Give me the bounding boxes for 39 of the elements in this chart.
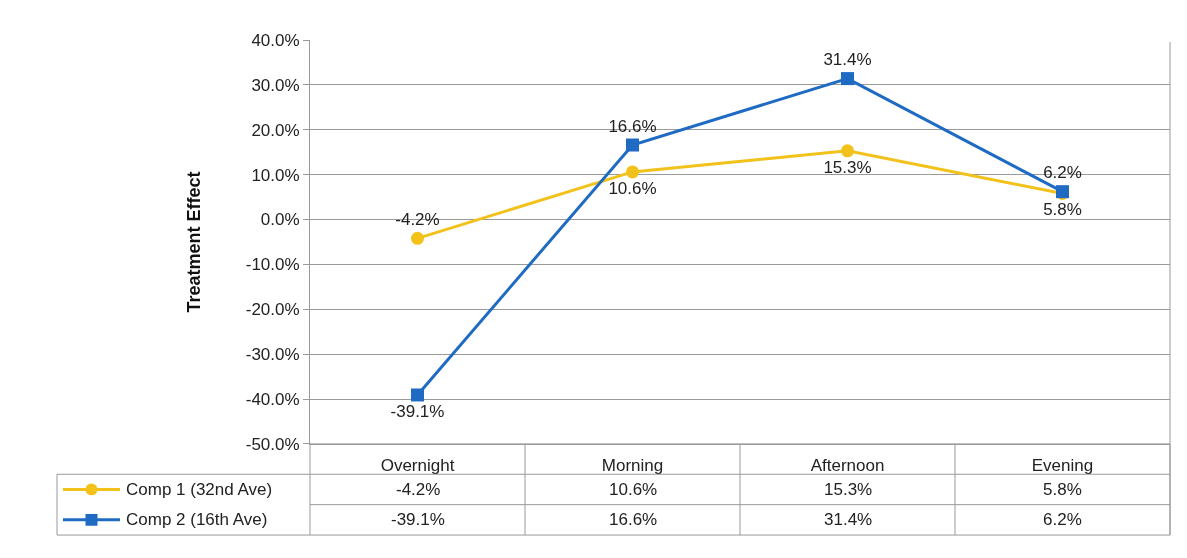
y-tick-label: 20.0% [251, 120, 300, 140]
data-label: 16.6% [609, 510, 658, 529]
point [841, 144, 854, 158]
y-axis-title: Treatment Effect [183, 171, 204, 313]
text: 5.8% [1043, 200, 1082, 220]
point [626, 138, 639, 152]
y-tick-label: 0.0% [260, 210, 300, 230]
y-tick-label: -30.0% [245, 345, 300, 365]
y-tick-label: -40.0% [245, 389, 300, 409]
text: 10.6% [608, 178, 657, 198]
text: 16.6% [608, 116, 657, 136]
y-tick-label: -20.0% [245, 300, 300, 320]
legend-label: Comp 1 (32nd Ave) [126, 480, 273, 499]
data-label: -4.2% [396, 480, 441, 499]
data-label: 31.4% [824, 510, 873, 529]
data-label: 10.6% [609, 480, 658, 499]
x-tick-label: Afternoon [810, 456, 885, 476]
point [626, 165, 639, 179]
y-tick-label: -50.0% [245, 434, 300, 454]
data-label: 5.8% [1043, 480, 1082, 499]
point [411, 231, 424, 245]
text: -4.2% [395, 209, 440, 229]
y-tick-label: 10.0% [251, 165, 300, 185]
text: 6.2% [1043, 163, 1082, 183]
data-label: -39.1% [391, 510, 445, 529]
data-label: 15.3% [824, 480, 873, 499]
y-tick-label: 40.0% [251, 30, 300, 50]
text: -39.1% [390, 401, 445, 421]
point [841, 72, 854, 86]
x-tick-label: Morning [601, 456, 664, 476]
y-tick-label: -10.0% [245, 255, 300, 275]
text: 31.4% [823, 50, 872, 70]
data-label: 6.2% [1043, 510, 1082, 529]
text: 15.3% [823, 157, 872, 177]
x-tick-label: Overnight [380, 456, 455, 476]
y-tick-label: 30.0% [251, 75, 300, 95]
legend-label: Comp 2 (16th Ave) [126, 510, 268, 529]
point [411, 388, 424, 402]
x-tick-label: Evening [1031, 456, 1094, 476]
